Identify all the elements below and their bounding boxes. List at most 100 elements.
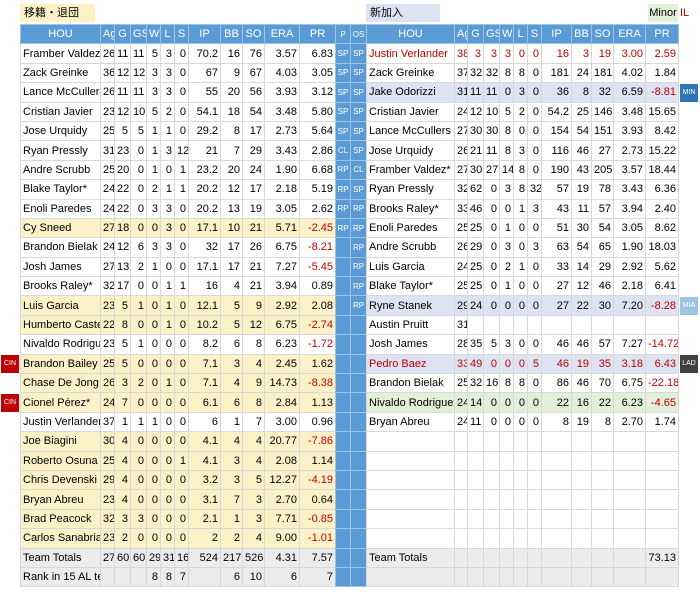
total-cell [527, 547, 542, 568]
stat-cell: 6.59 [613, 82, 646, 103]
os-position-cell [350, 508, 367, 530]
stat-cell: 5 [483, 334, 500, 355]
column-header: G [467, 23, 484, 45]
total-cell: 4.31 [264, 547, 300, 568]
stat-cell: 14 [571, 256, 592, 278]
stat-cell: 0 [146, 450, 161, 471]
stat-cell: 18.44 [645, 159, 679, 181]
stat-cell: 3 [220, 450, 243, 471]
stat-cell [645, 314, 679, 336]
stat-cell: 1.14 [299, 450, 336, 471]
stat-cell: 2.59 [645, 43, 679, 64]
position-row [335, 469, 367, 491]
stat-cell: 6.83 [299, 43, 336, 64]
stat-cell: 4 [114, 489, 131, 510]
stat-cell: -0.85 [299, 508, 336, 530]
player-name: Cy Sneed [20, 217, 101, 239]
stat-cell: 6 [220, 334, 243, 355]
table-row: Cristian Javier 23 12 10 5 2 0 54.1 18 54 3.48 5.80 [20, 101, 336, 122]
position-row [335, 489, 367, 510]
stat-cell: 23 [100, 489, 115, 510]
stat-cell: 17 [114, 276, 131, 297]
player-name: Joe Biagini [20, 431, 101, 452]
table-row: Cionel Pérez* 24 7 0 0 0 0 6.1 6 8 2.84 1.13 [20, 392, 336, 413]
table-row: Roberto Osuna 25 4 0 0 0 1 4.1 3 4 2.08 1.14 [20, 450, 336, 471]
rank-cell [100, 566, 115, 588]
stat-cell: 2.45 [264, 353, 300, 375]
table-row: Austin Pruitt31 [366, 314, 679, 336]
rank-cell [188, 566, 221, 588]
table-row: Nivaldo Rodriguez241400002216226.23-4.65 [366, 392, 679, 413]
stat-cell: 12 [571, 276, 592, 297]
os-position-cell: RP [350, 295, 367, 316]
stat-cell [613, 469, 646, 491]
total-cell: 29 [146, 547, 161, 568]
stat-cell: 6.36 [645, 179, 679, 200]
rank-cell [513, 566, 528, 588]
stat-cell [483, 489, 500, 510]
column-header: BB [220, 23, 243, 45]
stat-cell: 5 [499, 101, 514, 122]
stat-cell: 0 [174, 295, 189, 316]
stat-cell: 3.18 [613, 353, 646, 375]
stat-cell: 32 [527, 179, 542, 200]
stat-cell: 17 [242, 179, 265, 200]
stat-cell: 27 [541, 276, 572, 297]
position-cell [335, 295, 351, 316]
stat-cell: 10 [483, 101, 500, 122]
stat-cell [483, 314, 500, 336]
stat-cell: 2.70 [613, 411, 646, 433]
os-position-cell: SP [350, 179, 367, 200]
column-header: Age [100, 23, 115, 45]
stat-cell: 21 [242, 276, 265, 297]
stat-cell: 5 [114, 295, 131, 316]
stat-cell: 0 [483, 276, 500, 297]
column-header: L [513, 23, 528, 45]
player-name: Cristian Javier [20, 101, 101, 122]
position-cell [335, 431, 351, 452]
stat-cell: 22 [541, 392, 572, 413]
stat-cell: 1 [499, 217, 514, 239]
position-row: CL SP [335, 140, 367, 161]
team-tag: CIN [1, 355, 19, 374]
player-name: Brandon Bielak [366, 373, 455, 394]
stat-cell: 3 [499, 43, 514, 64]
stat-cell: 17 [220, 237, 243, 258]
stat-cell: 56 [242, 82, 265, 103]
stat-cell: 16 [220, 43, 243, 64]
stat-cell [591, 450, 614, 471]
stat-cell: 12.27 [264, 469, 300, 491]
stat-cell [513, 431, 528, 452]
stat-cell: 26 [242, 237, 265, 258]
stat-cell: 4.03 [264, 62, 300, 84]
stat-cell: 0 [130, 392, 147, 413]
stat-cell: 2 [146, 179, 161, 200]
position-row: RP [335, 295, 367, 316]
player-name: Cristian Javier [366, 101, 455, 122]
stat-cell: 78 [591, 179, 614, 200]
stat-cell: 29 [454, 295, 468, 316]
stat-cell: 24 [571, 62, 592, 84]
stat-cell [467, 314, 484, 336]
stat-cell: 6 [220, 392, 243, 413]
stat-cell [591, 431, 614, 452]
os-position-cell [350, 353, 367, 375]
stat-cell: 76 [242, 43, 265, 64]
column-header: ERA [613, 23, 646, 45]
rank-cell [591, 566, 614, 588]
stat-cell: 0 [527, 276, 542, 297]
column-header: BB [571, 23, 592, 45]
position-row: RP SP [335, 179, 367, 200]
stat-cell: 6 [188, 411, 221, 433]
stat-cell: 0 [146, 528, 161, 549]
stat-cell: 1 [130, 295, 147, 316]
stat-cell: 31 [454, 82, 468, 103]
stat-cell: 3 [483, 43, 500, 64]
rank-cell: 6 [220, 566, 243, 588]
player-name [366, 431, 455, 452]
stat-cell: 1.74 [645, 411, 679, 433]
stat-cell: 0 [146, 392, 161, 413]
stat-cell: 4.1 [188, 450, 221, 471]
stat-cell: 32 [483, 62, 500, 84]
